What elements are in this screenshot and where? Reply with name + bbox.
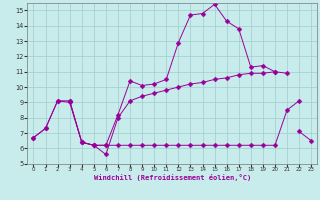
X-axis label: Windchill (Refroidissement éolien,°C): Windchill (Refroidissement éolien,°C): [94, 174, 251, 181]
